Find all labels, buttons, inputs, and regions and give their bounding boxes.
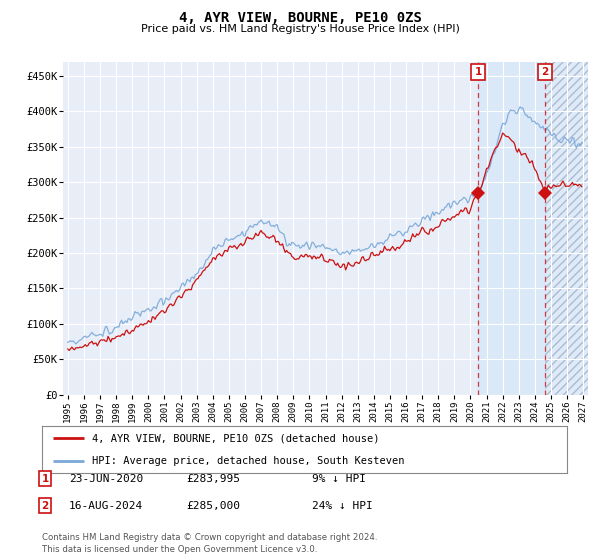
Text: £283,995: £283,995 bbox=[186, 474, 240, 484]
Text: £285,000: £285,000 bbox=[186, 501, 240, 511]
Bar bbox=[478, 62, 545, 395]
Bar bbox=[545, 62, 588, 395]
Text: 23-JUN-2020: 23-JUN-2020 bbox=[69, 474, 143, 484]
Text: 9% ↓ HPI: 9% ↓ HPI bbox=[312, 474, 366, 484]
Text: 1: 1 bbox=[475, 67, 482, 77]
Text: 2: 2 bbox=[41, 501, 49, 511]
Text: Contains HM Land Registry data © Crown copyright and database right 2024.
This d: Contains HM Land Registry data © Crown c… bbox=[42, 533, 377, 554]
Text: 2: 2 bbox=[541, 67, 548, 77]
Text: Price paid vs. HM Land Registry's House Price Index (HPI): Price paid vs. HM Land Registry's House … bbox=[140, 24, 460, 34]
Text: 1: 1 bbox=[41, 474, 49, 484]
Text: 4, AYR VIEW, BOURNE, PE10 0ZS: 4, AYR VIEW, BOURNE, PE10 0ZS bbox=[179, 11, 421, 25]
Text: 16-AUG-2024: 16-AUG-2024 bbox=[69, 501, 143, 511]
Bar bbox=[545, 62, 588, 395]
Text: HPI: Average price, detached house, South Kesteven: HPI: Average price, detached house, Sout… bbox=[92, 456, 404, 466]
Text: 24% ↓ HPI: 24% ↓ HPI bbox=[312, 501, 373, 511]
Text: 4, AYR VIEW, BOURNE, PE10 0ZS (detached house): 4, AYR VIEW, BOURNE, PE10 0ZS (detached … bbox=[92, 433, 379, 444]
